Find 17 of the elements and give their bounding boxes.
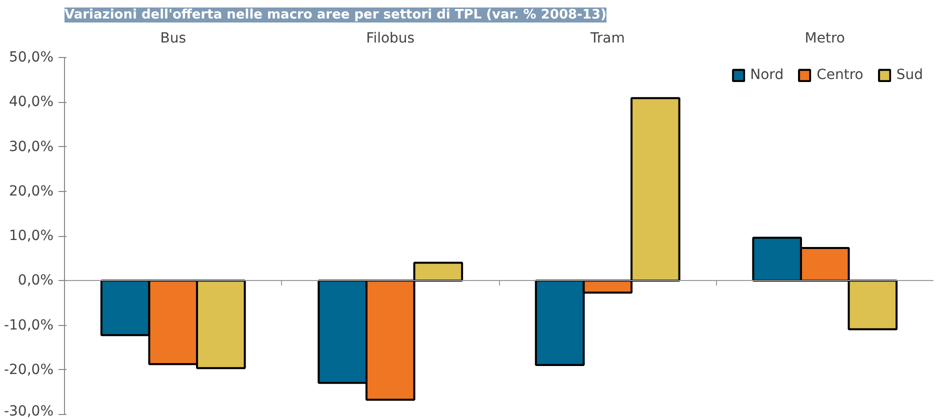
x-tick-label: Metro [804, 30, 845, 46]
x-tick-label: Tram [589, 30, 625, 46]
legend-label: Sud [896, 67, 923, 83]
x-tick-label: Filobus [366, 30, 415, 46]
y-tick-label: -20,0% [4, 362, 54, 378]
y-tick-label: -10,0% [4, 317, 54, 334]
y-tick-label: 10,0% [9, 228, 54, 244]
y-tick-label: 40,0% [9, 94, 54, 110]
x-tick-label: Bus [160, 30, 186, 46]
y-tick-label: 0,0% [18, 272, 54, 289]
chart-title: Variazioni dell'offerta nelle macro aree per settori di TPL (var. % 2008-13) [64, 8, 606, 22]
y-tick-label: 30,0% [9, 138, 54, 155]
legend-label: Nord [750, 67, 784, 83]
y-tick-label: -30,0% [4, 404, 54, 419]
y-tick-label: 20,0% [9, 183, 54, 200]
y-tick-label: 50,0% [9, 50, 54, 66]
legend-label: Centro [816, 67, 864, 83]
